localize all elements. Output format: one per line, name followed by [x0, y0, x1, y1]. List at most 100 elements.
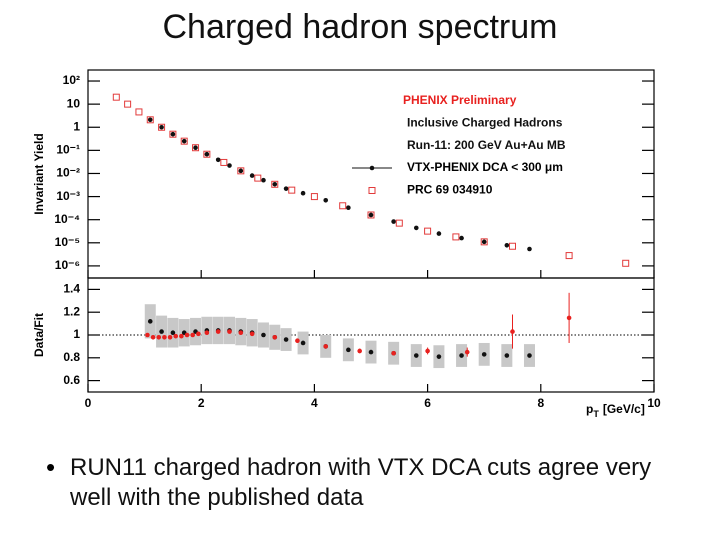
point — [527, 246, 532, 252]
annotation: PHENIX Preliminary — [403, 93, 517, 107]
y-tick-label: 1.4 — [63, 282, 80, 296]
point — [261, 332, 266, 338]
point — [169, 130, 177, 138]
point — [179, 333, 184, 339]
x-tick-label: 4 — [311, 396, 318, 410]
point — [170, 330, 176, 336]
point — [425, 348, 430, 354]
point — [339, 202, 347, 210]
y-tick-label: 10⁻² — [56, 166, 80, 180]
point — [249, 331, 255, 337]
point — [464, 349, 470, 355]
point — [215, 329, 221, 334]
point — [436, 354, 442, 359]
x-axis-label-sub: T — [593, 409, 599, 419]
point — [452, 233, 460, 241]
point — [436, 231, 442, 236]
y-axis-label: Data/Fit — [32, 313, 46, 357]
point — [346, 347, 351, 353]
y-tick-label: 10 — [67, 96, 81, 110]
legend-label: PRC 69 034910 — [407, 183, 493, 197]
point — [395, 219, 403, 227]
point — [156, 334, 162, 340]
point — [391, 350, 396, 356]
point — [288, 186, 296, 194]
point — [184, 332, 190, 338]
point — [135, 108, 143, 116]
point — [283, 337, 289, 342]
point — [145, 332, 150, 338]
y-tick-label: 10⁻⁵ — [55, 235, 80, 249]
y-tick-label: 1.2 — [63, 304, 80, 318]
point — [504, 353, 510, 358]
point — [424, 227, 432, 235]
point — [295, 338, 300, 344]
y-tick-label: 10⁻⁴ — [54, 212, 80, 226]
point — [357, 348, 362, 354]
point — [481, 352, 487, 357]
x-tick-label: 0 — [85, 396, 92, 410]
point — [283, 186, 289, 191]
point — [173, 333, 179, 339]
y-tick-label: 1 — [73, 327, 80, 341]
y-tick-label: 10⁻¹ — [56, 143, 80, 157]
point — [622, 259, 630, 267]
point — [272, 334, 278, 340]
point — [159, 329, 164, 334]
y-tick-label: 10² — [63, 73, 80, 87]
point — [413, 225, 419, 231]
point — [413, 353, 419, 358]
chart: Invariant Yield Data/Fit 10²10110⁻¹10⁻²1… — [32, 69, 661, 419]
x-tick-label: 6 — [424, 396, 431, 410]
point — [204, 330, 210, 336]
point — [227, 329, 232, 334]
point — [181, 138, 187, 144]
point — [509, 242, 516, 250]
x-tick-label: 2 — [198, 396, 205, 410]
plot-frame — [87, 69, 655, 279]
point — [215, 157, 221, 163]
point — [346, 205, 351, 211]
point — [124, 100, 132, 108]
bullet-text: RUN11 charged hadron with VTX DCA cuts a… — [70, 454, 652, 511]
point — [146, 116, 154, 124]
point — [261, 177, 266, 183]
point — [249, 173, 255, 178]
point — [237, 167, 245, 175]
point — [368, 349, 374, 355]
point — [459, 353, 464, 358]
point — [272, 181, 278, 187]
point — [190, 332, 196, 338]
legend-marker — [369, 165, 375, 171]
point — [565, 252, 573, 260]
annotation: Inclusive Charged Hadrons — [407, 116, 563, 130]
point — [566, 315, 572, 321]
point — [368, 212, 374, 218]
point — [323, 344, 329, 349]
point — [271, 180, 279, 188]
y-tick-label: 1 — [73, 119, 80, 133]
legend-label: VTX-PHENIX DCA < 300 μm — [407, 160, 563, 174]
point — [527, 353, 532, 358]
point — [196, 331, 201, 337]
x-tick-label: 10 — [647, 396, 661, 410]
point — [367, 211, 375, 219]
point — [170, 131, 176, 137]
point — [238, 168, 244, 174]
point — [193, 145, 198, 151]
point — [180, 137, 188, 145]
x-axis-label-unit: [GeV/c] — [603, 402, 645, 416]
point — [203, 150, 211, 158]
y-tick-label: 10⁻³ — [56, 189, 80, 203]
point — [480, 238, 488, 246]
point — [167, 334, 173, 340]
y-axis-label: Invariant Yield — [32, 133, 46, 214]
point — [310, 193, 318, 201]
point — [254, 174, 262, 182]
point — [147, 319, 153, 324]
point — [459, 235, 464, 241]
legend-marker — [368, 187, 376, 194]
point — [323, 198, 329, 203]
annotation: Run-11: 200 GeV Au+Au MB — [407, 138, 566, 152]
